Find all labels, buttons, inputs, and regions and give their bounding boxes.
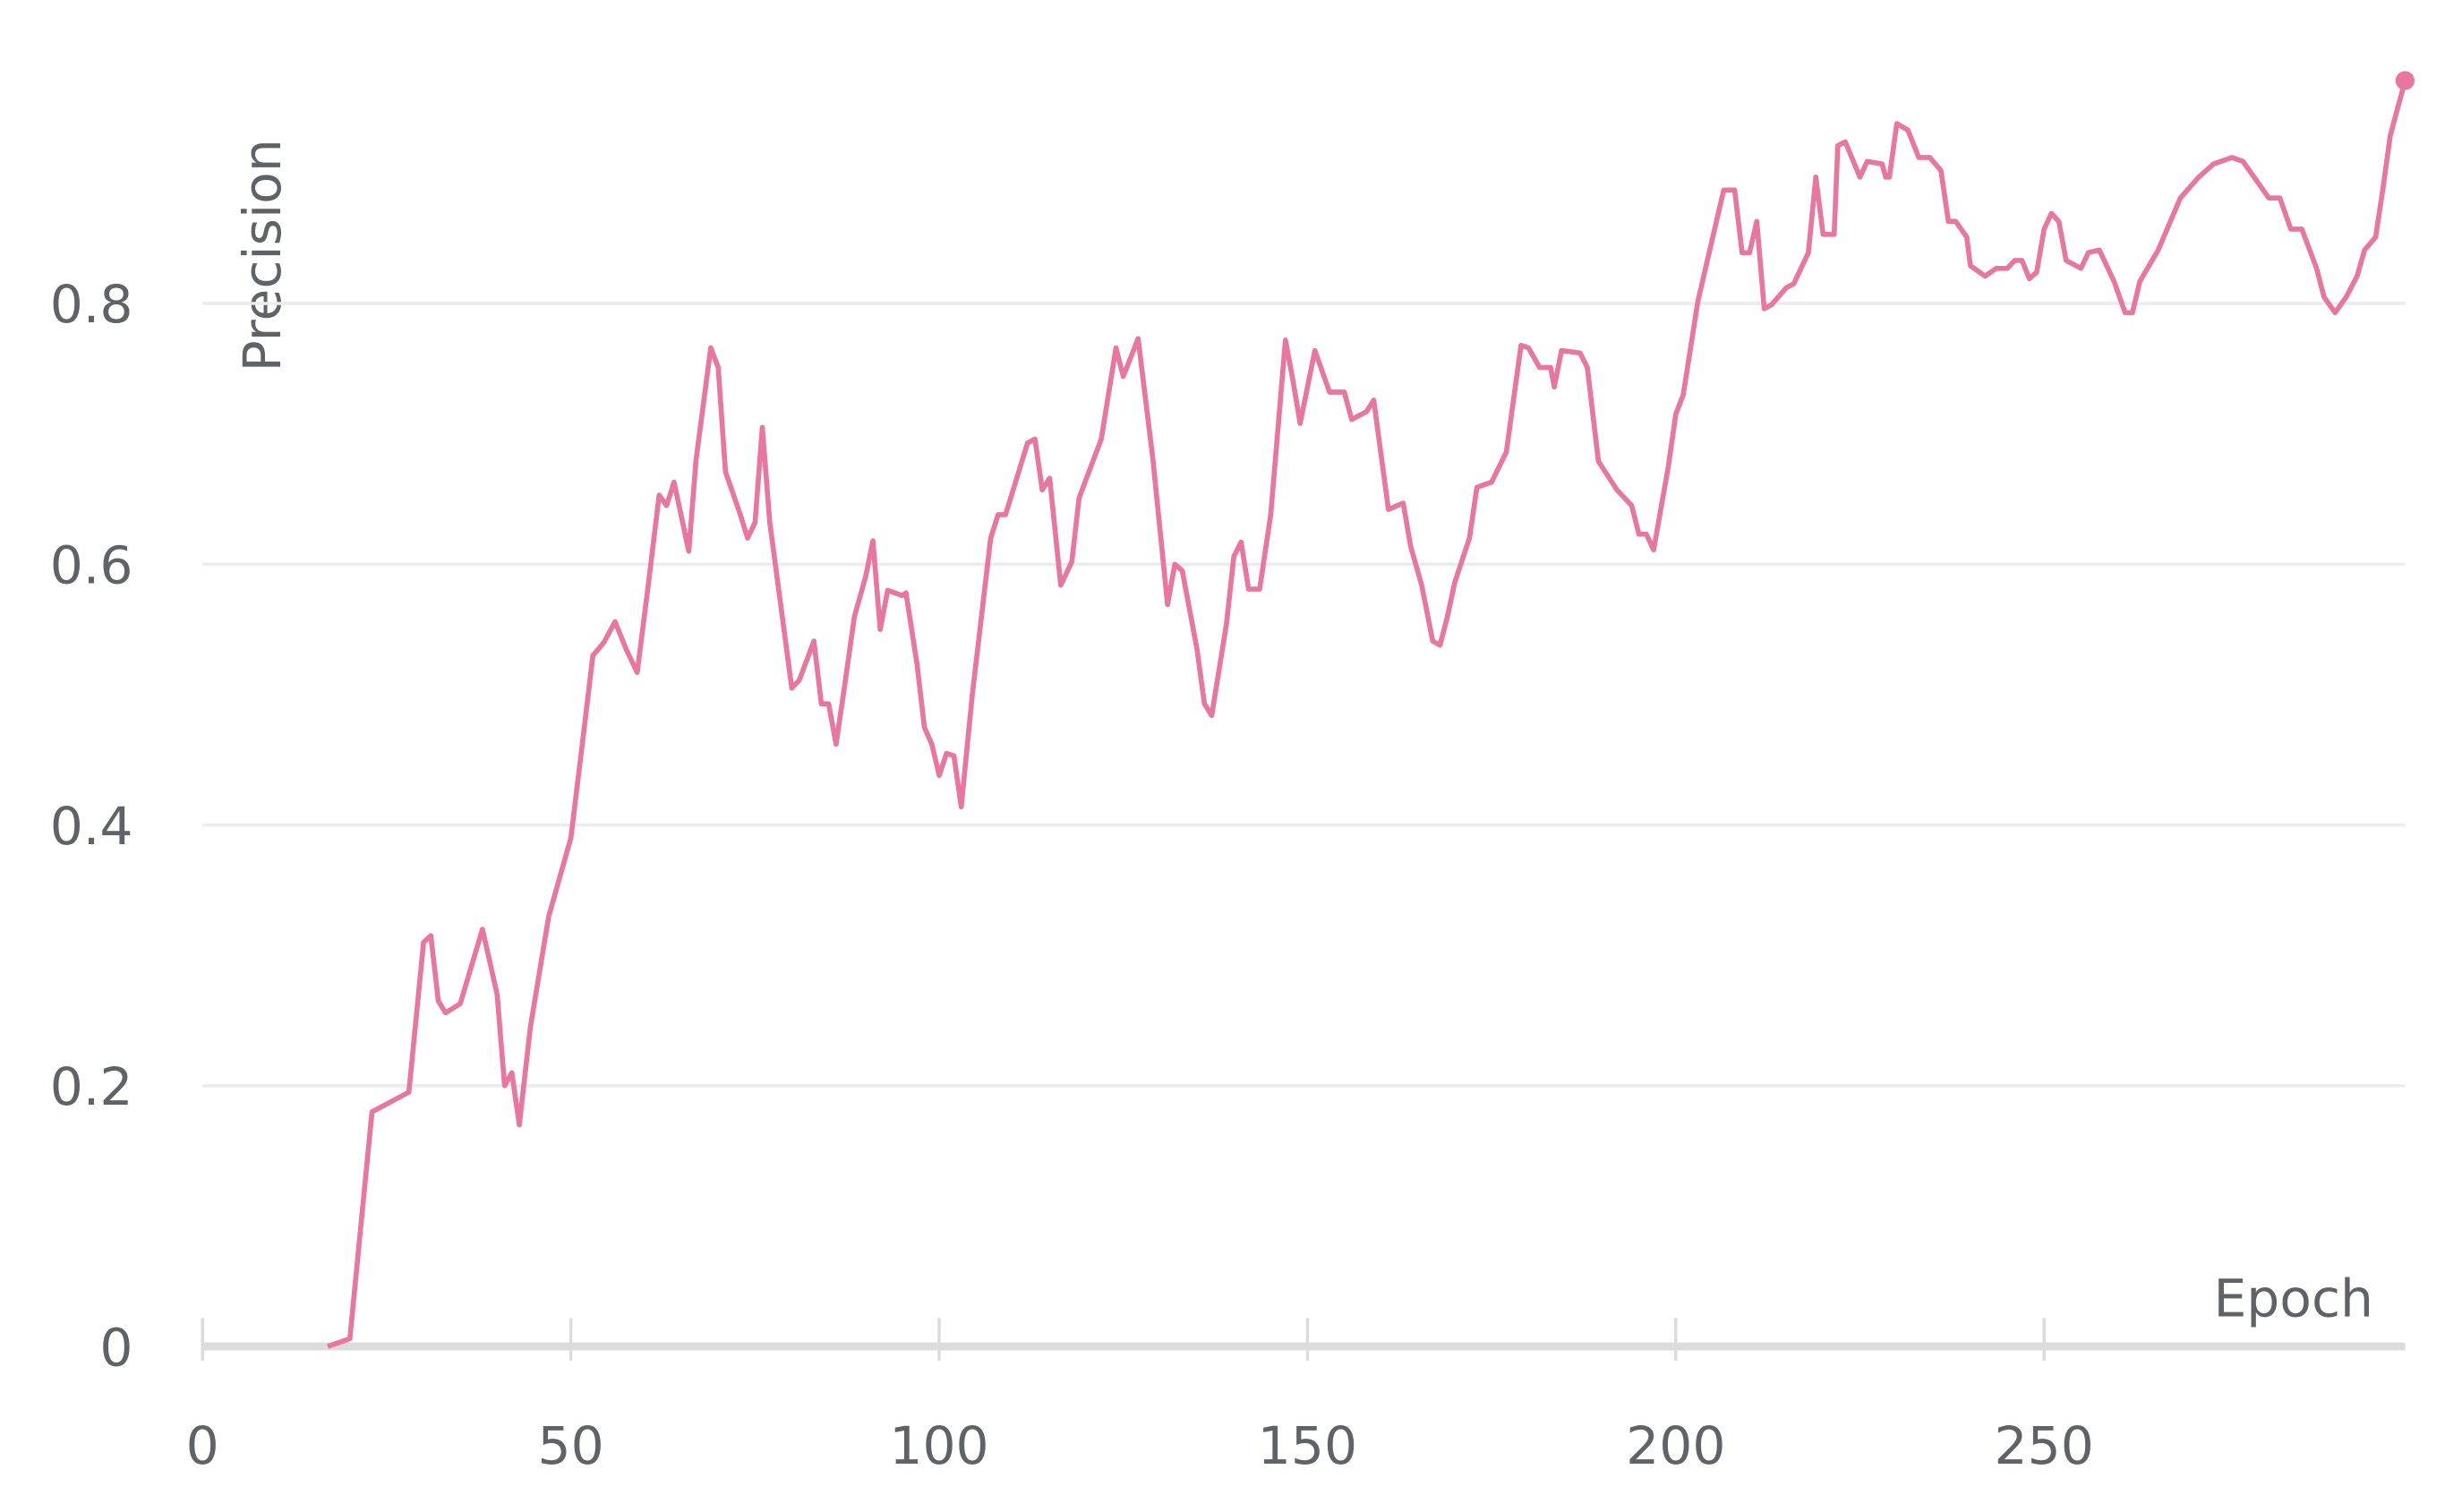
x-tick-label: 250 (1995, 1415, 2094, 1476)
y-axis-label: Precision (232, 139, 293, 372)
x-tick-label: 150 (1258, 1415, 1357, 1476)
x-axis-label: Epoch (2213, 1268, 2373, 1328)
x-tick-label: 200 (1626, 1415, 1725, 1476)
x-tick-label: 100 (889, 1415, 988, 1476)
y-tick-label: 0.6 (50, 535, 133, 596)
end-point (2395, 71, 2415, 90)
y-tick-label: 0.2 (50, 1056, 133, 1117)
x-tick-label: 50 (538, 1415, 604, 1476)
line (327, 80, 2408, 1349)
y-tick-label: 0.4 (50, 796, 133, 857)
x-tick-label: 0 (186, 1415, 219, 1476)
y-tick-label: 0.8 (50, 274, 133, 335)
y-tick-label: 0 (99, 1317, 133, 1378)
